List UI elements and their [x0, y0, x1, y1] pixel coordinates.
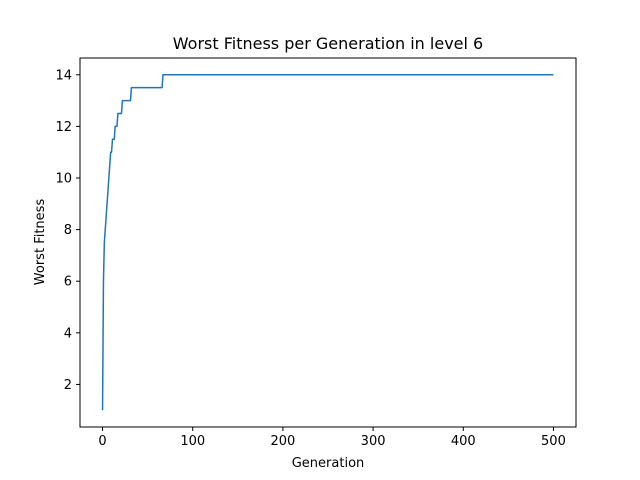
x-axis-ticks: 0 100 200 300 400 500 [98, 427, 566, 449]
x-tick-label: 200 [270, 434, 295, 449]
x-tick-label: 0 [98, 434, 106, 449]
x-tick-label: 100 [180, 434, 205, 449]
plot-area [101, 74, 554, 411]
series-line [101, 74, 554, 411]
x-axis-label: Generation [292, 456, 365, 471]
y-tick-label: 12 [55, 120, 72, 135]
axes-frame [79, 57, 577, 428]
y-tick-label: 8 [64, 223, 72, 238]
y-axis-ticks: 2 4 6 8 10 12 14 [55, 68, 80, 393]
y-tick-label: 2 [64, 378, 72, 393]
y-tick-label: 14 [55, 68, 72, 83]
y-axis-label: Worst Fitness [33, 199, 48, 286]
x-tick-label: 300 [361, 434, 386, 449]
x-tick-label: 500 [541, 434, 566, 449]
x-tick-label: 400 [451, 434, 476, 449]
chart-title: Worst Fitness per Generation in level 6 [173, 34, 483, 53]
y-tick-label: 6 [64, 275, 72, 290]
y-tick-label: 4 [64, 326, 72, 341]
y-tick-label: 10 [55, 171, 72, 186]
